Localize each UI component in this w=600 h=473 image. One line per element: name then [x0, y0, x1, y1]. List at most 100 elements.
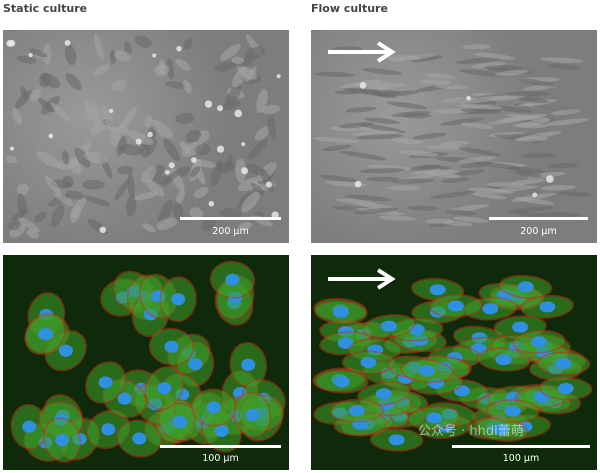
cell-texture — [84, 151, 108, 164]
nucleus — [375, 388, 392, 400]
cell-texture — [455, 57, 502, 64]
cell-texture — [536, 212, 582, 218]
cell-texture — [540, 185, 576, 191]
cell-texture — [50, 102, 71, 122]
cell-texture — [457, 147, 502, 157]
cell-texture — [219, 208, 242, 219]
cell-texture — [8, 39, 16, 47]
cell-texture — [407, 205, 439, 211]
static-fluorescence-image — [3, 255, 289, 470]
flow-fluorescence-image — [311, 255, 597, 470]
cell-texture — [163, 138, 180, 162]
nucleus — [426, 412, 443, 424]
cell-texture — [144, 114, 153, 128]
cell-texture — [134, 191, 159, 201]
nucleus — [557, 382, 574, 395]
cell-texture — [50, 204, 65, 228]
cell-texture — [70, 197, 86, 218]
cell-texture — [54, 193, 74, 206]
nucleus — [539, 301, 556, 313]
cell-texture — [92, 104, 101, 128]
cell-texture — [398, 150, 439, 157]
cell-texture — [151, 120, 173, 139]
cell-texture — [473, 161, 521, 170]
cell-texture — [195, 143, 211, 156]
cell-texture — [166, 57, 174, 80]
cell-texture — [486, 182, 525, 188]
cell-texture — [506, 206, 554, 214]
nucleus — [360, 356, 377, 368]
cell-texture — [234, 109, 243, 118]
cell-texture — [276, 74, 281, 79]
cell-texture — [177, 165, 191, 177]
nucleus — [530, 336, 547, 348]
nucleus — [214, 424, 229, 437]
cell-texture — [189, 207, 204, 220]
nucleus — [332, 306, 349, 318]
cell-texture — [220, 44, 241, 61]
cell-texture — [16, 216, 41, 233]
cell-texture — [412, 168, 441, 175]
cell-texture — [135, 138, 142, 145]
cell-texture — [43, 44, 52, 66]
nucleus — [493, 424, 510, 436]
cell-texture — [185, 130, 202, 143]
cell-texture — [345, 106, 377, 113]
nucleus — [337, 337, 354, 349]
nucleus — [132, 432, 147, 445]
scale-bar — [180, 217, 281, 220]
nucleus — [98, 376, 113, 389]
cell-texture — [460, 122, 494, 129]
cell-texture — [386, 101, 428, 110]
cell-texture — [119, 143, 144, 156]
cell-texture — [247, 139, 268, 160]
nucleus — [388, 434, 405, 446]
cell-texture — [313, 136, 359, 144]
cell-texture — [241, 167, 249, 175]
nucleus — [157, 382, 172, 395]
cell-texture — [191, 157, 197, 163]
cell-texture — [245, 163, 265, 176]
cell-texture — [238, 221, 252, 230]
cell-texture — [140, 140, 149, 159]
cell-texture — [238, 55, 254, 69]
watermark: 公众号 · hhdl蕾萌 — [418, 424, 524, 439]
cell-texture — [20, 86, 28, 100]
cell-texture — [425, 218, 455, 224]
cell-texture — [430, 191, 476, 199]
cell-texture — [390, 178, 436, 184]
cell-texture — [265, 181, 272, 188]
cell-texture — [48, 133, 54, 139]
cell-texture — [441, 177, 470, 184]
cell-texture — [359, 82, 367, 89]
scale-bar — [160, 445, 281, 448]
nucleus — [418, 365, 435, 377]
cell-texture — [81, 179, 105, 190]
cell-texture — [83, 195, 111, 207]
cell-texture — [267, 115, 276, 139]
cell-texture — [550, 109, 581, 116]
cell-texture — [164, 169, 170, 175]
nucleus — [225, 273, 240, 286]
cell-texture — [219, 101, 241, 111]
cell-texture — [453, 216, 489, 223]
cell-texture — [358, 123, 406, 134]
cell-texture — [175, 112, 195, 124]
cell-texture — [459, 69, 505, 77]
cell-texture — [173, 201, 184, 222]
scale-bar — [452, 445, 590, 448]
cell-texture — [250, 182, 265, 197]
cell-texture — [515, 78, 558, 87]
cell-texture — [152, 53, 157, 58]
cell-texture — [319, 175, 360, 183]
static-phase-contrast-image — [3, 30, 289, 243]
nucleus — [512, 321, 529, 333]
cell-texture — [193, 186, 209, 199]
cell-texture — [93, 33, 104, 61]
cell-texture — [74, 147, 91, 168]
cell-texture — [540, 57, 584, 63]
cell-texture — [467, 187, 515, 194]
cell-texture — [473, 52, 516, 60]
cell-texture — [109, 108, 114, 113]
cell-texture — [168, 162, 175, 169]
